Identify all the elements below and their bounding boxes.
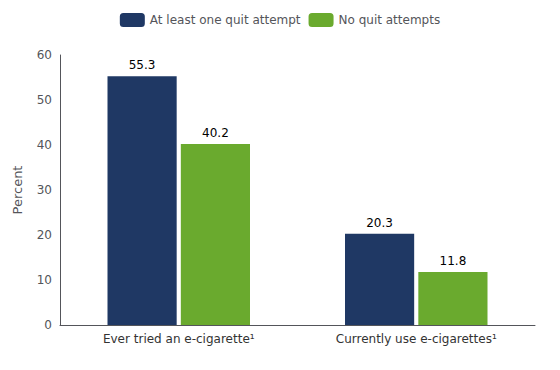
svg-text:40.2: 40.2 [202,126,229,140]
svg-text:30: 30 [37,183,52,197]
svg-text:20.3: 20.3 [366,216,393,230]
svg-text:No quit attempts: No quit attempts [339,13,441,27]
svg-text:11.8: 11.8 [440,254,467,268]
svg-text:55.3: 55.3 [129,58,156,72]
svg-text:At least one quit attempt: At least one quit attempt [150,13,301,27]
svg-text:20: 20 [37,228,52,242]
svg-text:40: 40 [37,138,52,152]
svg-text:Percent: Percent [10,166,25,215]
svg-text:50: 50 [37,93,52,107]
svg-text:0: 0 [44,318,52,332]
svg-text:10: 10 [37,273,52,287]
svg-text:Currently use e-cigarettes¹: Currently use e-cigarettes¹ [336,332,497,346]
svg-text:Ever tried an e-cigarette¹: Ever tried an e-cigarette¹ [103,332,255,346]
svg-text:60: 60 [37,48,52,62]
